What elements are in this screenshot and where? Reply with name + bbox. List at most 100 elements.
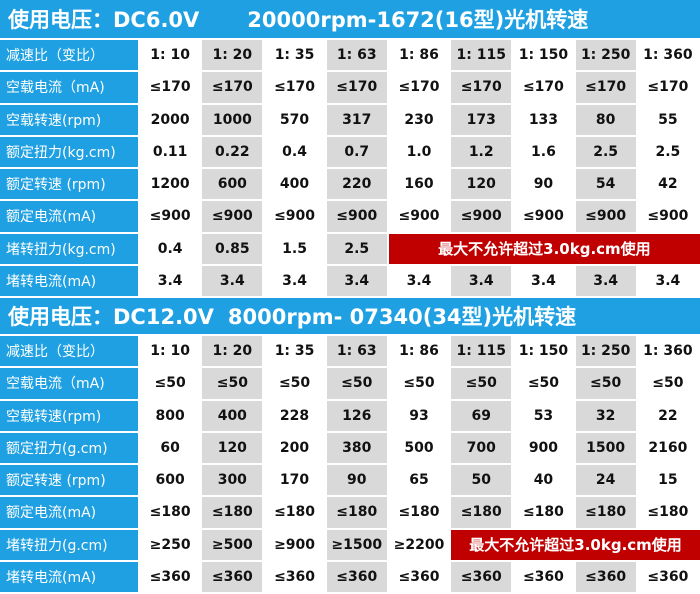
data-cell: ≤170 (451, 72, 512, 103)
data-cell: 42 (637, 169, 698, 200)
data-cell: ≤50 (637, 368, 698, 399)
data-cell: ≤360 (451, 561, 512, 592)
data-cell: 1: 115 (451, 336, 512, 367)
data-cell: ≤180 (451, 497, 512, 528)
row-label: 空载电流（mA) (0, 72, 138, 103)
data-cell: 220 (326, 169, 387, 200)
data-cell: 200 (264, 432, 325, 463)
data-cell: 3.4 (264, 265, 325, 296)
data-cell: ≤180 (637, 497, 698, 528)
data-cell: 2.5 (637, 136, 698, 167)
data-cell: 1: 360 (637, 336, 698, 367)
data-cell: 380 (326, 432, 387, 463)
data-cell: 1: 35 (264, 40, 325, 71)
data-cell: 600 (202, 169, 263, 200)
data-cell: 22 (637, 400, 698, 431)
row-label: 额定转速 (rpm) (0, 169, 138, 200)
data-cell: 1.2 (451, 136, 512, 167)
data-cell: ≤50 (575, 368, 636, 399)
data-cell: ≤180 (388, 497, 450, 528)
row-label: 额定扭力(kg.cm) (0, 136, 138, 167)
data-cell: 1: 20 (202, 336, 263, 367)
data-cell: 1000 (202, 104, 263, 135)
data-cell: 1: 250 (575, 40, 636, 71)
section-header: 使用电压：DC12.0V 8000rpm- 07340(34型)光机转速 (0, 298, 700, 334)
data-cell: ≤900 (140, 201, 201, 232)
data-cell: 230 (388, 104, 450, 135)
data-cell: ≤180 (326, 497, 387, 528)
data-cell: 173 (451, 104, 512, 135)
data-cell: ≤360 (637, 561, 698, 592)
data-cell: 54 (575, 169, 636, 200)
data-cell: 15 (637, 465, 698, 496)
data-cell: 120 (202, 432, 263, 463)
data-cell: ≥900 (264, 529, 325, 560)
data-cell: 0.4 (264, 136, 325, 167)
data-cell: ≤170 (264, 72, 325, 103)
section-header: 使用电压：DC6.0V 20000rpm-1672(16型)光机转速 (0, 0, 700, 38)
row-label: 减速比（变比） (0, 40, 138, 71)
data-cell: 126 (326, 400, 387, 431)
data-cell: ≤170 (637, 72, 698, 103)
data-cell: 90 (326, 465, 387, 496)
data-cell: ≤900 (575, 201, 636, 232)
data-cell: ≤900 (637, 201, 698, 232)
data-cell: ≤360 (388, 561, 450, 592)
data-cell: ≤170 (202, 72, 263, 103)
data-cell: 1: 20 (202, 40, 263, 71)
data-cell: 50 (451, 465, 512, 496)
data-cell: 400 (264, 169, 325, 200)
data-cell: ≤360 (264, 561, 325, 592)
data-cell: 1: 150 (513, 40, 574, 71)
data-cell: 0.11 (140, 136, 201, 167)
row-label: 额定电流(mA) (0, 201, 138, 232)
data-cell: 1: 35 (264, 336, 325, 367)
data-cell: 40 (513, 465, 574, 496)
data-cell: ≤50 (451, 368, 512, 399)
data-cell: 228 (264, 400, 325, 431)
data-cell: ≤50 (513, 368, 574, 399)
section-subtitle: 20000rpm-1672(16型)光机转速 (247, 8, 589, 32)
data-cell: 93 (388, 400, 450, 431)
data-cell: ≤900 (264, 201, 325, 232)
data-cell: ≤360 (575, 561, 636, 592)
data-cell: 1.0 (388, 136, 450, 167)
data-cell: 3.4 (202, 265, 263, 296)
data-cell: 24 (575, 465, 636, 496)
data-cell: 300 (202, 465, 263, 496)
data-cell: 1.5 (264, 233, 325, 264)
row-label: 额定扭力(g.cm) (0, 432, 138, 463)
data-cell: 900 (513, 432, 574, 463)
data-cell: 3.4 (140, 265, 201, 296)
data-cell: ≤50 (326, 368, 387, 399)
section-title: 使用电压：DC6.0V (8, 8, 200, 32)
data-cell: 3.4 (513, 265, 574, 296)
data-cell: 3.4 (326, 265, 387, 296)
data-cell: 600 (140, 465, 201, 496)
data-cell: 2.5 (326, 233, 387, 264)
data-cell: 1: 10 (140, 336, 201, 367)
data-cell: ≤170 (575, 72, 636, 103)
data-cell: ≤180 (575, 497, 636, 528)
section-subtitle: 8000rpm- 07340(34型)光机转速 (227, 305, 577, 329)
data-cell: 1: 86 (388, 336, 450, 367)
data-cell: 400 (202, 400, 263, 431)
data-cell: ≥2200 (388, 529, 450, 560)
data-cell: 1200 (140, 169, 201, 200)
data-cell: 2.5 (575, 136, 636, 167)
row-label: 堵转电流(mA) (0, 561, 138, 592)
row-label: 空载转速(rpm) (0, 400, 138, 431)
data-cell: 55 (637, 104, 698, 135)
data-cell: 700 (451, 432, 512, 463)
data-cell: 53 (513, 400, 574, 431)
data-cell: 1: 86 (388, 40, 450, 71)
data-cell: ≤360 (140, 561, 201, 592)
data-cell: 500 (388, 432, 450, 463)
data-cell: ≤360 (513, 561, 574, 592)
data-cell: 570 (264, 104, 325, 135)
data-cell: 1500 (575, 432, 636, 463)
data-cell: 1: 150 (513, 336, 574, 367)
data-cell: ≥1500 (326, 529, 387, 560)
data-cell: 160 (388, 169, 450, 200)
row-label: 空载转速(rpm) (0, 104, 138, 135)
